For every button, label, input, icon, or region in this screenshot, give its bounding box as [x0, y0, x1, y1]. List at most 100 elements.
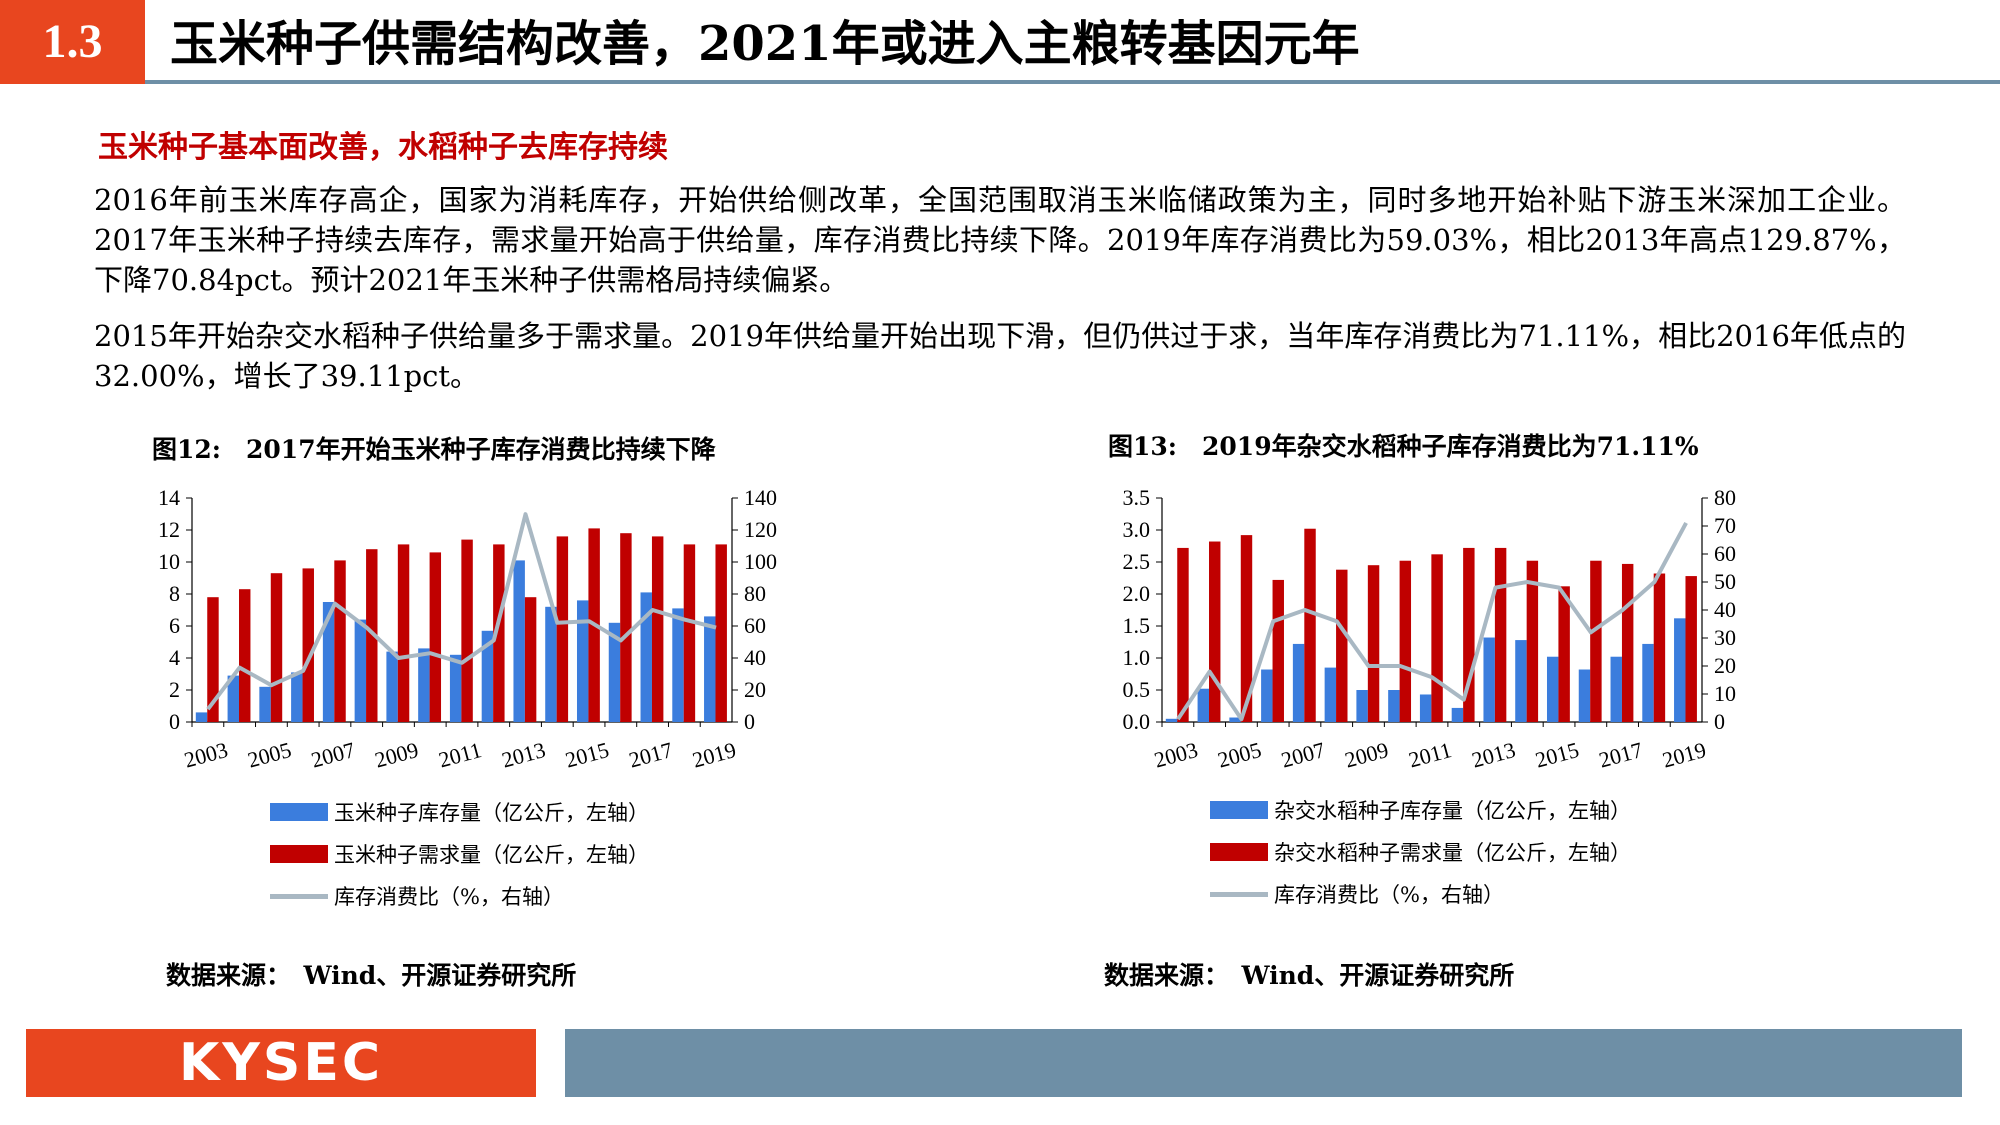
left-tick-label: 1.0 [1123, 645, 1151, 670]
figure-13-source: 数据来源： Wind、开源证券研究所 [1104, 961, 1515, 990]
bar-inventory [1610, 656, 1622, 722]
bar-inventory [1419, 694, 1432, 722]
corn-chart-legend: 玉米种子库存量（亿公斤，左轴） 玉米种子需求量（亿公斤，左轴） 库存消费比（%，… [270, 791, 649, 917]
bar-demand [1177, 547, 1189, 722]
bar-demand [1685, 576, 1697, 722]
bar-demand [1494, 547, 1507, 722]
legend-item: 玉米种子需求量（亿公斤，左轴） [270, 833, 649, 875]
bar-inventory [1451, 707, 1464, 722]
x-tick-label: 2017 [1596, 737, 1645, 773]
x-tick-label: 2017 [626, 737, 675, 773]
rice-seed-chart: 0.0 0.5 1.0 1.5 2.0 2.5 3.0 3.5 0 10 20 30 40 50 60 70 8… [1123, 485, 1737, 773]
bar-inventory [1292, 643, 1305, 722]
bar-inventory [1261, 669, 1273, 722]
x-tick-label: 2019 [690, 737, 739, 773]
right-tick-label: 0 [744, 709, 755, 734]
bar-inventory [418, 648, 430, 722]
figure-13-title: 图13: 2019年杂交水稻种子库存消费比为71.11% [1108, 432, 1699, 461]
legend-item: 杂交水稻种子需求量（亿公斤，左轴） [1210, 831, 1631, 873]
bar-demand [334, 560, 346, 722]
kysec-logo: KYSEC [26, 1029, 536, 1097]
footer-bar [565, 1029, 1962, 1097]
bar-demand [366, 549, 378, 722]
right-tick-label: 80 [1714, 485, 1736, 510]
left-tick-label: 3.0 [1123, 517, 1151, 542]
bar-inventory [259, 686, 271, 722]
bar-inventory [1578, 669, 1591, 722]
bar-demand [651, 536, 664, 722]
bar-inventory [1229, 717, 1241, 722]
legend-item: 玉米种子库存量（亿公斤，左轴） [270, 791, 649, 833]
right-tick-label: 70 [1714, 513, 1736, 538]
bar-demand [1399, 560, 1412, 722]
right-tick-label: 100 [744, 549, 777, 574]
right-tick-label: 40 [744, 645, 766, 670]
x-tick-label: 2009 [1342, 737, 1391, 773]
left-tick-label: 8 [169, 581, 180, 606]
left-tick-label: 0.0 [1123, 709, 1151, 734]
bar-demand [461, 539, 473, 722]
left-tick-label: 0.5 [1123, 677, 1151, 702]
right-tick-label: 120 [744, 517, 777, 542]
bar-inventory [640, 592, 652, 722]
left-tick-label: 14 [158, 485, 180, 510]
x-tick-label: 2015 [563, 737, 612, 773]
bar-demand [715, 544, 727, 722]
legend-swatch-ratio [270, 893, 328, 899]
bar-inventory [386, 651, 398, 722]
left-tick-label: 1.5 [1123, 613, 1151, 638]
bar-inventory [481, 630, 494, 722]
section-subhead: 玉米种子基本面改善，水稻种子去库存持续 [98, 130, 668, 165]
rice-chart-legend: 杂交水稻种子库存量（亿公斤，左轴） 杂交水稻种子需求量（亿公斤，左轴） 库存消费… [1210, 789, 1631, 915]
legend-label: 玉米种子库存量（亿公斤，左轴） [334, 801, 649, 825]
legend-item: 杂交水稻种子库存量（亿公斤，左轴） [1210, 789, 1631, 831]
left-tick-label: 2.5 [1123, 549, 1151, 574]
legend-swatch-ratio [1210, 891, 1268, 897]
bar-inventory [576, 600, 589, 722]
bar-inventory [608, 622, 621, 722]
x-tick-label: 2007 [309, 737, 358, 773]
bar-demand [429, 552, 442, 722]
legend-swatch-demand [270, 845, 328, 863]
bar-demand [302, 568, 314, 722]
bar-inventory [672, 608, 684, 722]
legend-label: 库存消费比（%，右轴） [334, 885, 564, 909]
bar-inventory [545, 606, 557, 722]
bar-demand [1621, 563, 1634, 722]
x-tick-label: 2003 [1151, 737, 1200, 773]
bar-inventory [513, 560, 525, 722]
header-divider [145, 80, 2000, 84]
bar-demand [524, 597, 537, 722]
x-tick-label: 2013 [1469, 737, 1518, 773]
left-tick-label: 4 [169, 645, 180, 670]
bar-inventory [1483, 637, 1495, 722]
bar-demand [1272, 579, 1284, 722]
right-tick-label: 20 [1714, 653, 1736, 678]
right-tick-label: 40 [1714, 597, 1736, 622]
legend-label: 杂交水稻种子需求量（亿公斤，左轴） [1274, 841, 1631, 865]
bar-demand [493, 544, 505, 722]
bar-demand [1431, 554, 1443, 722]
left-tick-label: 6 [169, 613, 180, 638]
legend-label: 库存消费比（%，右轴） [1274, 883, 1504, 907]
right-tick-label: 140 [744, 485, 777, 510]
figure-12-source: 数据来源： Wind、开源证券研究所 [166, 961, 577, 990]
x-tick-label: 2005 [245, 737, 294, 773]
figure-12-title: 图12: 2017年开始玉米种子库存消费比持续下降 [152, 435, 716, 464]
legend-swatch-inventory [270, 803, 328, 821]
right-tick-label: 10 [1714, 681, 1736, 706]
legend-label: 玉米种子需求量（亿公斤，左轴） [334, 843, 649, 867]
x-tick-label: 2015 [1533, 737, 1582, 773]
bar-demand [1209, 541, 1221, 722]
bar-demand [1336, 569, 1348, 722]
x-tick-label: 2005 [1215, 737, 1264, 773]
right-tick-label: 80 [744, 581, 766, 606]
bar-inventory [1642, 643, 1654, 722]
bar-inventory [1356, 690, 1368, 722]
paragraph-rice: 2015年开始杂交水稻种子供给量多于需求量。2019年供给量开始出现下滑，但仍供… [94, 319, 1906, 393]
bar-inventory [354, 619, 367, 722]
x-tick-label: 2007 [1279, 737, 1328, 773]
legend-label: 杂交水稻种子库存量（亿公斤，左轴） [1274, 799, 1631, 823]
bar-demand [1304, 528, 1316, 722]
bar-demand [556, 536, 569, 722]
